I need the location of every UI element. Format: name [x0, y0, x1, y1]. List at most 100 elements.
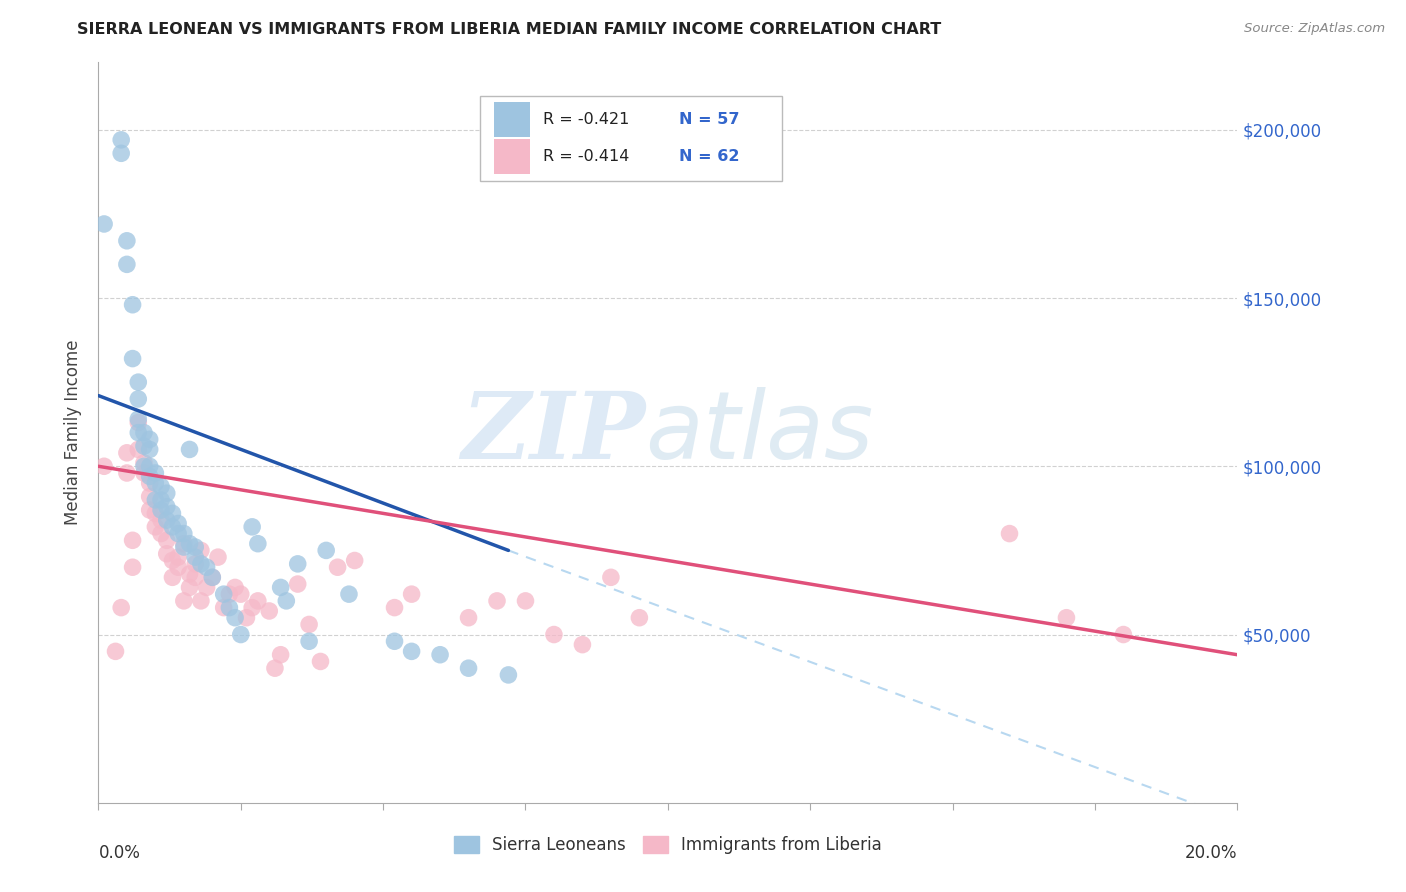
FancyBboxPatch shape	[494, 138, 530, 174]
Point	[173, 526, 195, 541]
Point	[240, 520, 263, 534]
Point	[184, 557, 207, 571]
Text: ZIP: ZIP	[461, 388, 645, 477]
FancyBboxPatch shape	[494, 102, 530, 137]
Point	[315, 543, 337, 558]
Point	[337, 587, 360, 601]
Point	[246, 536, 269, 550]
Point	[145, 476, 167, 491]
Point	[138, 433, 160, 447]
Point	[184, 540, 207, 554]
Y-axis label: Median Family Income: Median Family Income	[65, 340, 83, 525]
Point	[1112, 627, 1135, 641]
Point	[156, 500, 179, 514]
Point	[167, 516, 190, 531]
Point	[184, 550, 207, 565]
Point	[212, 600, 235, 615]
Point	[156, 547, 179, 561]
Point	[167, 526, 190, 541]
Point	[167, 560, 190, 574]
Point	[127, 412, 149, 426]
Point	[384, 600, 406, 615]
Point	[343, 553, 366, 567]
Point	[201, 570, 224, 584]
Point	[121, 298, 143, 312]
Point	[127, 416, 149, 430]
Text: R = -0.414: R = -0.414	[543, 149, 628, 164]
Point	[132, 459, 155, 474]
Point	[132, 425, 155, 440]
Legend: Sierra Leoneans, Immigrants from Liberia: Sierra Leoneans, Immigrants from Liberia	[447, 830, 889, 861]
Point	[229, 627, 252, 641]
Point	[190, 543, 212, 558]
Point	[145, 492, 167, 507]
Point	[571, 638, 593, 652]
Point	[173, 536, 195, 550]
Point	[543, 627, 565, 641]
Point	[110, 133, 132, 147]
Point	[628, 610, 651, 624]
Point	[162, 507, 184, 521]
Point	[167, 550, 190, 565]
Point	[115, 466, 138, 480]
Point	[179, 442, 201, 457]
Point	[212, 587, 235, 601]
Point	[93, 217, 115, 231]
Point	[229, 587, 252, 601]
Point	[121, 533, 143, 548]
Point	[240, 600, 263, 615]
Point	[138, 469, 160, 483]
Point	[150, 503, 173, 517]
Point	[1056, 610, 1078, 624]
Point	[138, 476, 160, 491]
Point	[190, 557, 212, 571]
Point	[150, 513, 173, 527]
Point	[190, 594, 212, 608]
Point	[298, 617, 321, 632]
Point	[246, 594, 269, 608]
Point	[138, 442, 160, 457]
Point	[127, 442, 149, 457]
Point	[184, 570, 207, 584]
Point	[207, 550, 229, 565]
Text: atlas: atlas	[645, 387, 873, 478]
Point	[110, 600, 132, 615]
Point	[429, 648, 451, 662]
Point	[145, 466, 167, 480]
Point	[162, 570, 184, 584]
Point	[287, 557, 309, 571]
Point	[457, 661, 479, 675]
Point	[195, 560, 218, 574]
Point	[150, 479, 173, 493]
Point	[218, 600, 240, 615]
Point	[201, 570, 224, 584]
Text: R = -0.421: R = -0.421	[543, 112, 628, 127]
Text: N = 62: N = 62	[679, 149, 740, 164]
Point	[145, 520, 167, 534]
Point	[401, 644, 423, 658]
Point	[138, 503, 160, 517]
Point	[104, 644, 127, 658]
Point	[138, 459, 160, 474]
Point	[179, 581, 201, 595]
Point	[138, 490, 160, 504]
Point	[121, 351, 143, 366]
Point	[270, 648, 292, 662]
Point	[162, 553, 184, 567]
Point	[179, 566, 201, 581]
FancyBboxPatch shape	[479, 95, 782, 181]
Point	[486, 594, 509, 608]
Point	[115, 446, 138, 460]
Point	[457, 610, 479, 624]
Point	[173, 594, 195, 608]
Point	[515, 594, 537, 608]
Point	[132, 466, 155, 480]
Point	[287, 577, 309, 591]
Point	[218, 587, 240, 601]
Text: Source: ZipAtlas.com: Source: ZipAtlas.com	[1244, 22, 1385, 36]
Point	[156, 533, 179, 548]
Point	[224, 581, 246, 595]
Point	[121, 560, 143, 574]
Point	[384, 634, 406, 648]
Point	[309, 655, 332, 669]
